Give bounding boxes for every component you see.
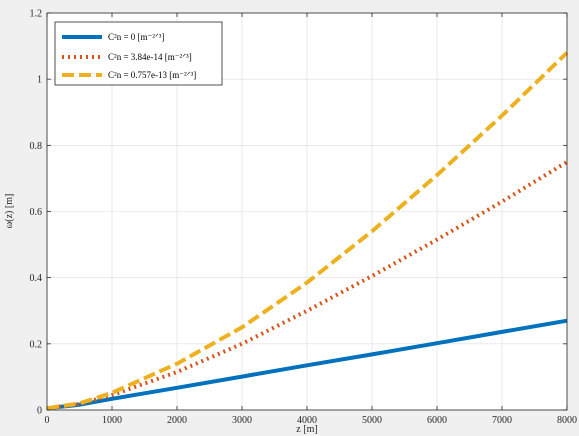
x-tick-label: 4000 bbox=[297, 415, 317, 426]
y-tick-label: 0.2 bbox=[30, 339, 43, 350]
x-tick-label: 1000 bbox=[102, 415, 122, 426]
tick-labels: 0 1000 2000 3000 4000 5000 6000 7000 8000 0 0.2 0.4… bbox=[30, 9, 578, 427]
x-tick-label: 2000 bbox=[167, 415, 187, 426]
legend-entry-2: C²n = 3.84e-14 [m⁻²ᐟ³] bbox=[108, 52, 192, 62]
y-tick-label: 0 bbox=[37, 406, 42, 417]
x-tick-label: 7000 bbox=[492, 415, 512, 426]
x-tick-label: 5000 bbox=[362, 415, 382, 426]
series-layer bbox=[46, 51, 569, 411]
x-axis-label: z [m] bbox=[296, 424, 317, 435]
y-tick-label: 1.2 bbox=[30, 9, 43, 20]
y-axis-label: ω(z) [m] bbox=[4, 194, 15, 229]
x-tick-label: 3000 bbox=[232, 415, 252, 426]
y-tick-label: 0.8 bbox=[30, 141, 43, 152]
legend-entry-1: C²n = 0 [m⁻²ᐟ³] bbox=[108, 32, 164, 42]
legend: C²n = 0 [m⁻²ᐟ³] C²n = 3.84e-14 [m⁻²ᐟ³] C… bbox=[54, 21, 223, 86]
x-tick-label: 8000 bbox=[557, 415, 577, 426]
x-tick-label: 6000 bbox=[427, 415, 447, 426]
y-tick-label: 0.4 bbox=[30, 273, 43, 284]
series-line-1 bbox=[46, 318, 568, 411]
series-line-3 bbox=[46, 51, 569, 411]
x-tick-label: 0 bbox=[45, 415, 50, 426]
y-tick-label: 0.6 bbox=[30, 207, 43, 218]
ticks bbox=[46, 12, 568, 411]
series-line-2 bbox=[46, 160, 569, 411]
y-tick-label: 1 bbox=[37, 75, 42, 86]
legend-entry-3: C²n = 0.757e-13 [m⁻²ᐟ³] bbox=[108, 70, 196, 80]
